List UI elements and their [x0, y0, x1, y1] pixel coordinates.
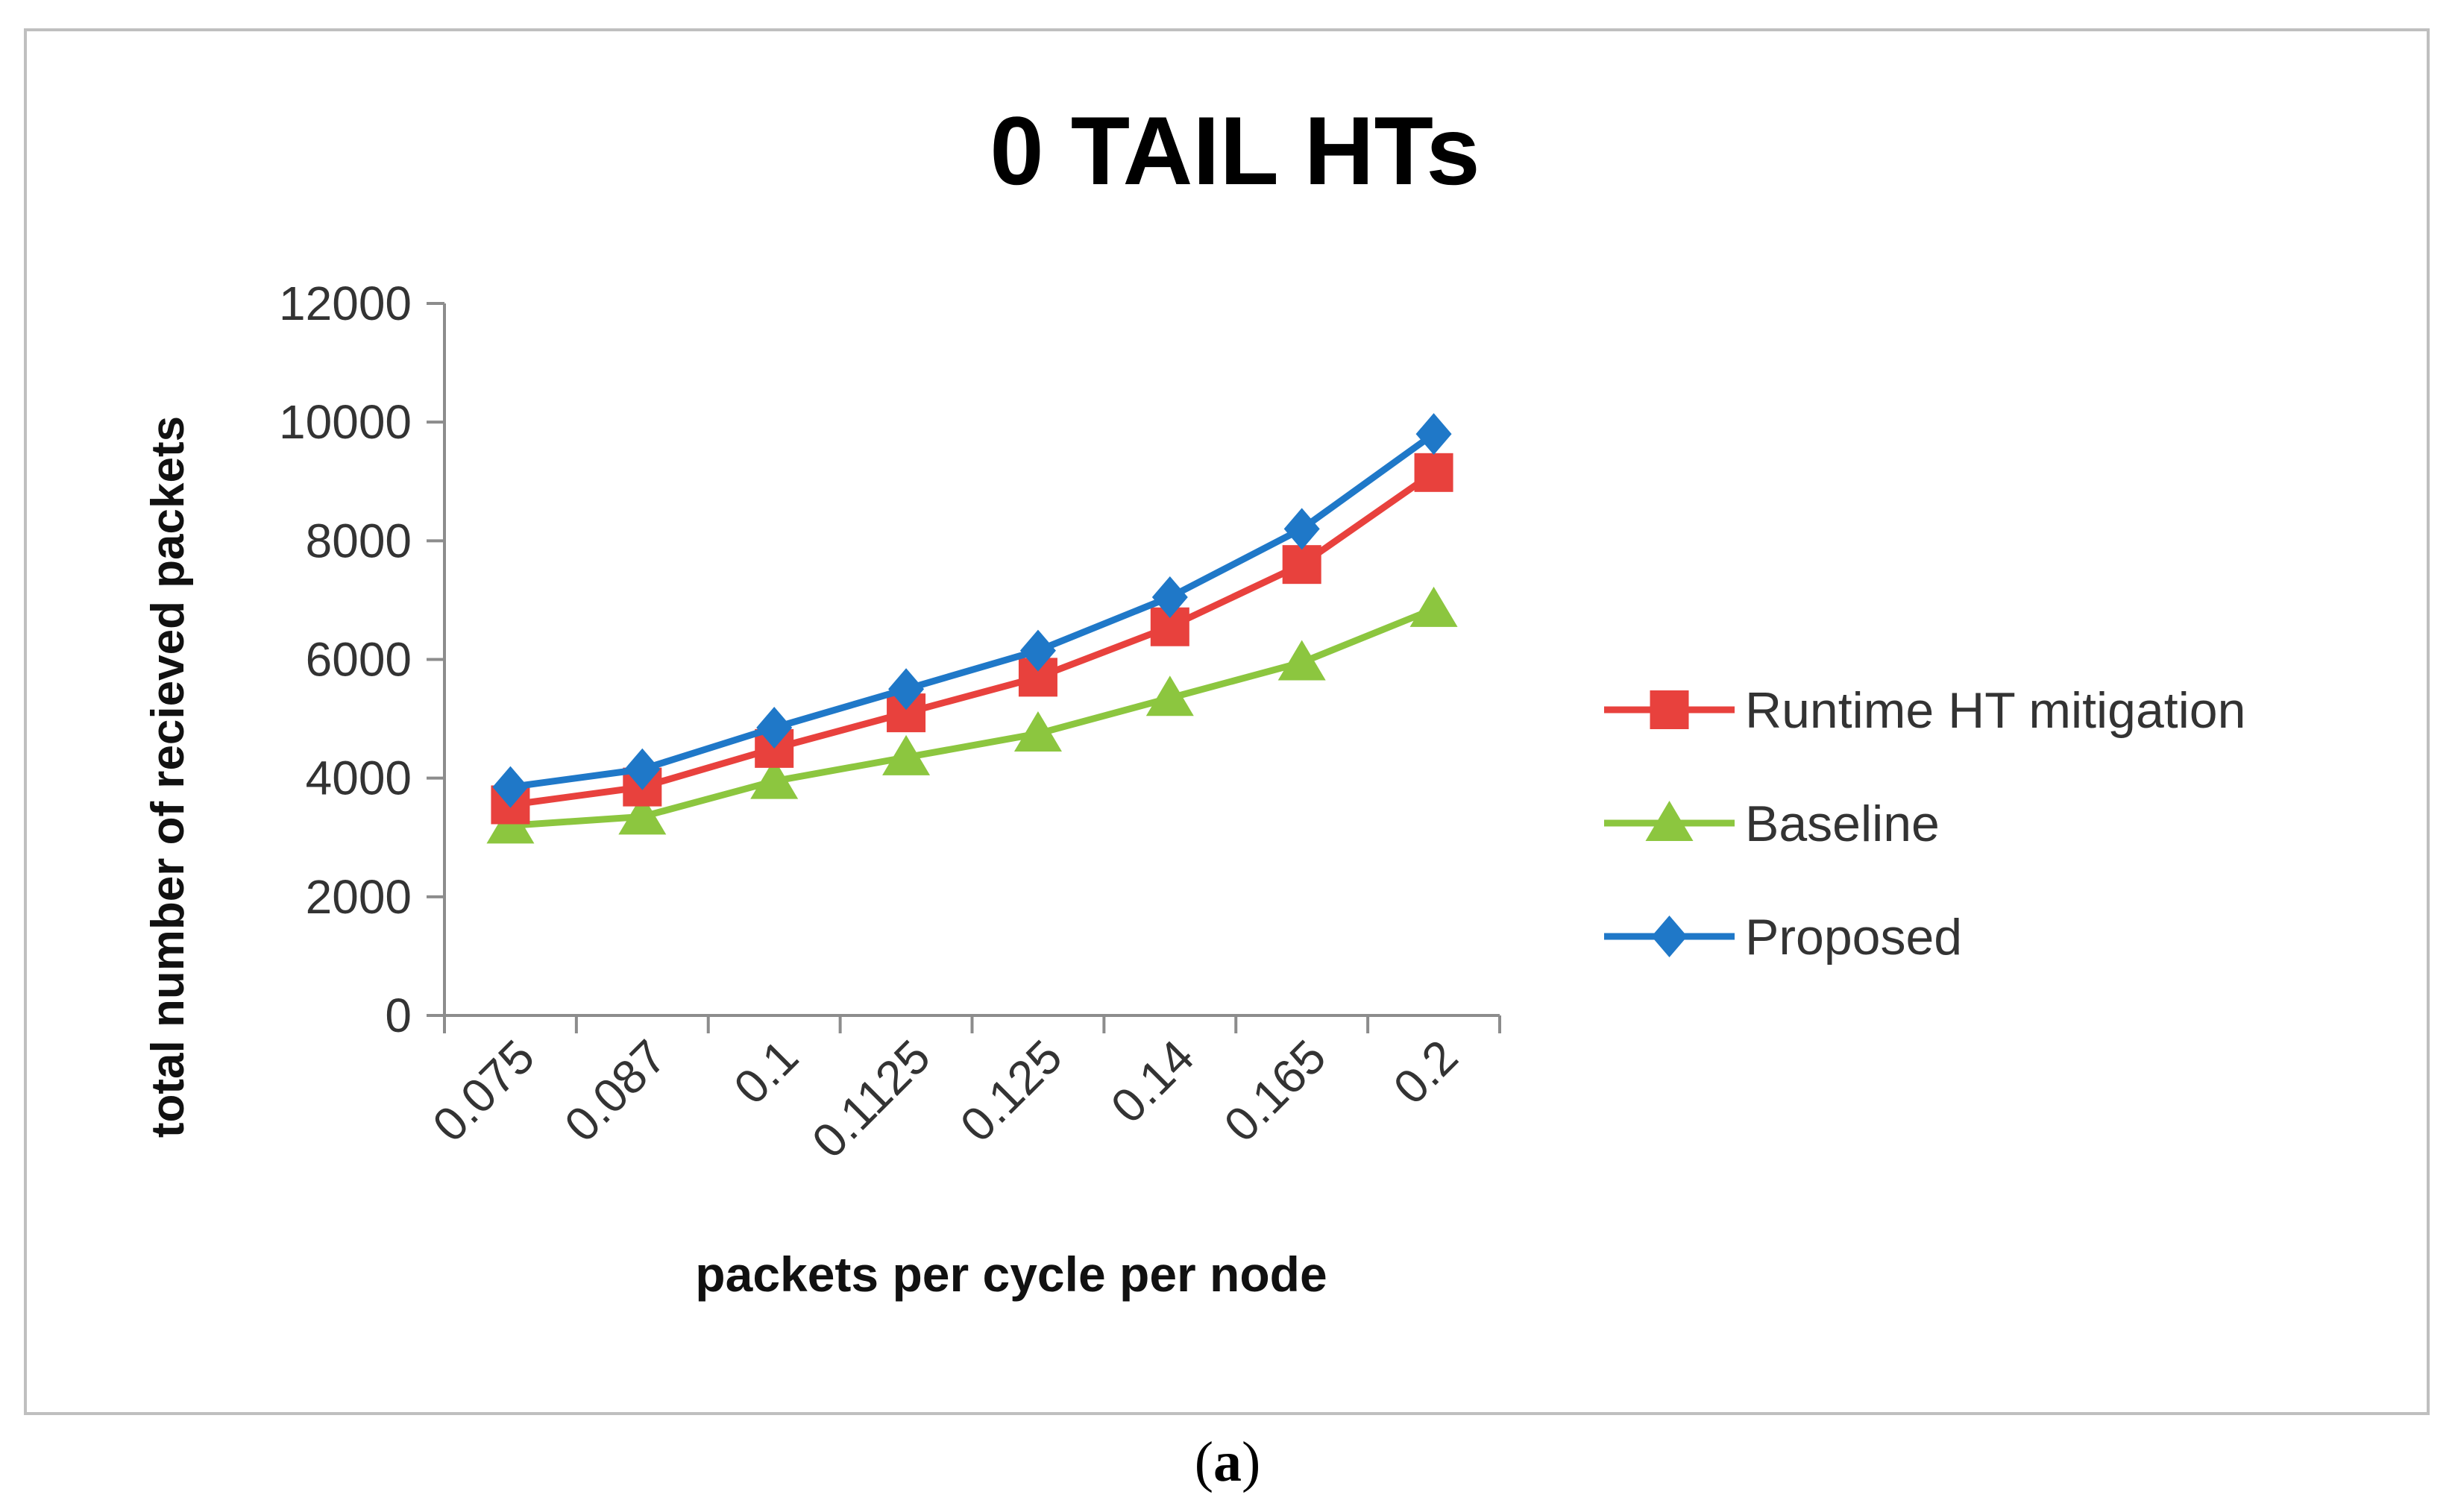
data-point [1145, 675, 1194, 716]
data-point [624, 748, 661, 790]
x-tick-label: 0.1 [723, 1030, 808, 1115]
legend-marker [1645, 801, 1694, 841]
y-tick-label: 0 [385, 989, 412, 1042]
legend-item: Proposed [1604, 909, 1962, 966]
axes [443, 303, 1500, 1017]
data-point [756, 707, 793, 749]
legend-label: Runtime HT mitigation [1745, 682, 2245, 739]
caption-letter: a [1213, 1431, 1242, 1493]
chart: 0 TAIL HTs 0 2000 4000 6000 8000 10000 12000 0… [142, 96, 2245, 1302]
x-axis-ticks: 0.075 0.087 0.10.1125 0.125 0.14 0.165 0.2 [422, 1015, 1501, 1168]
x-tick-label: 0.2 [1383, 1030, 1468, 1115]
data-point [1409, 586, 1458, 627]
legend-marker [1650, 690, 1689, 729]
legend-item: Baseline [1604, 796, 1940, 852]
x-tick-label: 0.14 [1101, 1030, 1204, 1133]
legend-marker [1651, 916, 1688, 957]
data-point [1151, 576, 1188, 618]
caption-close: ) [1242, 1431, 1261, 1493]
y-tick-label: 12000 [279, 277, 412, 330]
legend-item: Runtime HT mitigation [1604, 682, 2245, 739]
y-tick-label: 6000 [306, 633, 412, 687]
data-point [1277, 640, 1326, 681]
y-tick-label: 10000 [279, 395, 412, 449]
series-line [509, 470, 1436, 808]
legend: Runtime HT mitigation Baseline Proposed [1604, 682, 2245, 966]
series-line [509, 431, 1436, 791]
series-runtime-ht-mitigation [491, 453, 1453, 825]
data-point [888, 668, 925, 711]
data-point [1013, 711, 1062, 752]
chart-title: 0 TAIL HTs [990, 96, 1480, 205]
legend-label: Proposed [1745, 909, 1962, 966]
x-tick-label: 0.165 [1213, 1030, 1336, 1152]
y-tick-label: 4000 [306, 752, 412, 805]
data-point [1415, 413, 1452, 456]
series-layer [486, 413, 1458, 844]
x-tick-label: 0.125 [950, 1030, 1072, 1152]
chart-frame: 0 TAIL HTs 0 2000 4000 6000 8000 10000 12000 0… [24, 28, 2430, 1415]
x-axis-label: packets per cycle per node [695, 1247, 1327, 1302]
y-axis-ticks: 0 2000 4000 6000 8000 10000 12000 [279, 277, 444, 1042]
data-point [1282, 545, 1321, 585]
caption-open: ( [1194, 1431, 1213, 1493]
series-line [510, 605, 1436, 829]
data-point [750, 758, 799, 799]
data-point [882, 734, 931, 775]
y-axis-label: total number of recieved packets [142, 416, 194, 1138]
x-tick-label: 0.075 [422, 1030, 544, 1152]
y-tick-label: 8000 [306, 514, 412, 567]
data-point [1414, 453, 1453, 492]
data-point [1283, 508, 1320, 550]
legend-label: Baseline [1745, 796, 1940, 852]
x-tick-label: 0.087 [554, 1030, 676, 1152]
series-proposed [492, 413, 1452, 808]
series-baseline [486, 586, 1458, 844]
data-point [492, 766, 529, 808]
data-point [618, 794, 667, 835]
y-tick-label: 2000 [306, 870, 412, 924]
data-point [1019, 629, 1056, 672]
figure-caption: (a) [0, 1430, 2455, 1495]
x-tick-label: 0.1125 [802, 1030, 940, 1168]
